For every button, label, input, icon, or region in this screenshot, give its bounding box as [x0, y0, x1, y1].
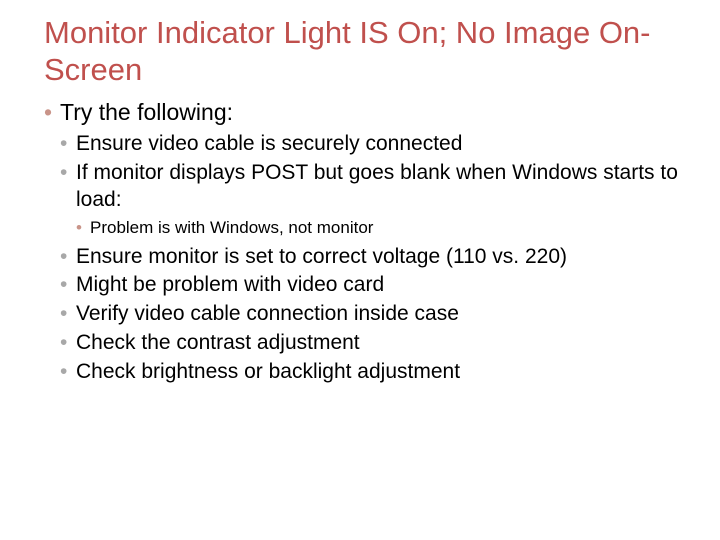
list-item: Try the following: Ensure video cable is…: [44, 98, 684, 386]
list-item: If monitor displays POST but goes blank …: [60, 160, 684, 240]
list-item-text: If monitor displays POST but goes blank …: [76, 161, 678, 211]
list-item-text: Check the contrast adjustment: [76, 331, 360, 354]
list-item-text: Might be problem with video card: [76, 273, 384, 296]
bullet-list-level3: Problem is with Windows, not monitor: [76, 217, 684, 239]
list-item: Check brightness or backlight adjustment: [60, 359, 684, 386]
slide-title: Monitor Indicator Light IS On; No Image …: [44, 14, 684, 88]
list-item: Problem is with Windows, not monitor: [76, 217, 684, 239]
list-item-text: Problem is with Windows, not monitor: [90, 218, 373, 237]
list-item-text: Ensure monitor is set to correct voltage…: [76, 245, 567, 268]
list-item-text: Try the following:: [60, 99, 233, 125]
list-item: Might be problem with video card: [60, 272, 684, 299]
list-item-text: Ensure video cable is securely connected: [76, 132, 462, 155]
list-item-text: Verify video cable connection inside cas…: [76, 302, 459, 325]
list-item: Ensure monitor is set to correct voltage…: [60, 244, 684, 271]
bullet-list-level2: Ensure video cable is securely connected…: [60, 131, 684, 386]
list-item: Check the contrast adjustment: [60, 330, 684, 357]
slide: Monitor Indicator Light IS On; No Image …: [0, 0, 720, 540]
list-item-text: Check brightness or backlight adjustment: [76, 360, 460, 383]
list-item: Verify video cable connection inside cas…: [60, 301, 684, 328]
bullet-list-level1: Try the following: Ensure video cable is…: [44, 98, 684, 386]
list-item: Ensure video cable is securely connected: [60, 131, 684, 158]
